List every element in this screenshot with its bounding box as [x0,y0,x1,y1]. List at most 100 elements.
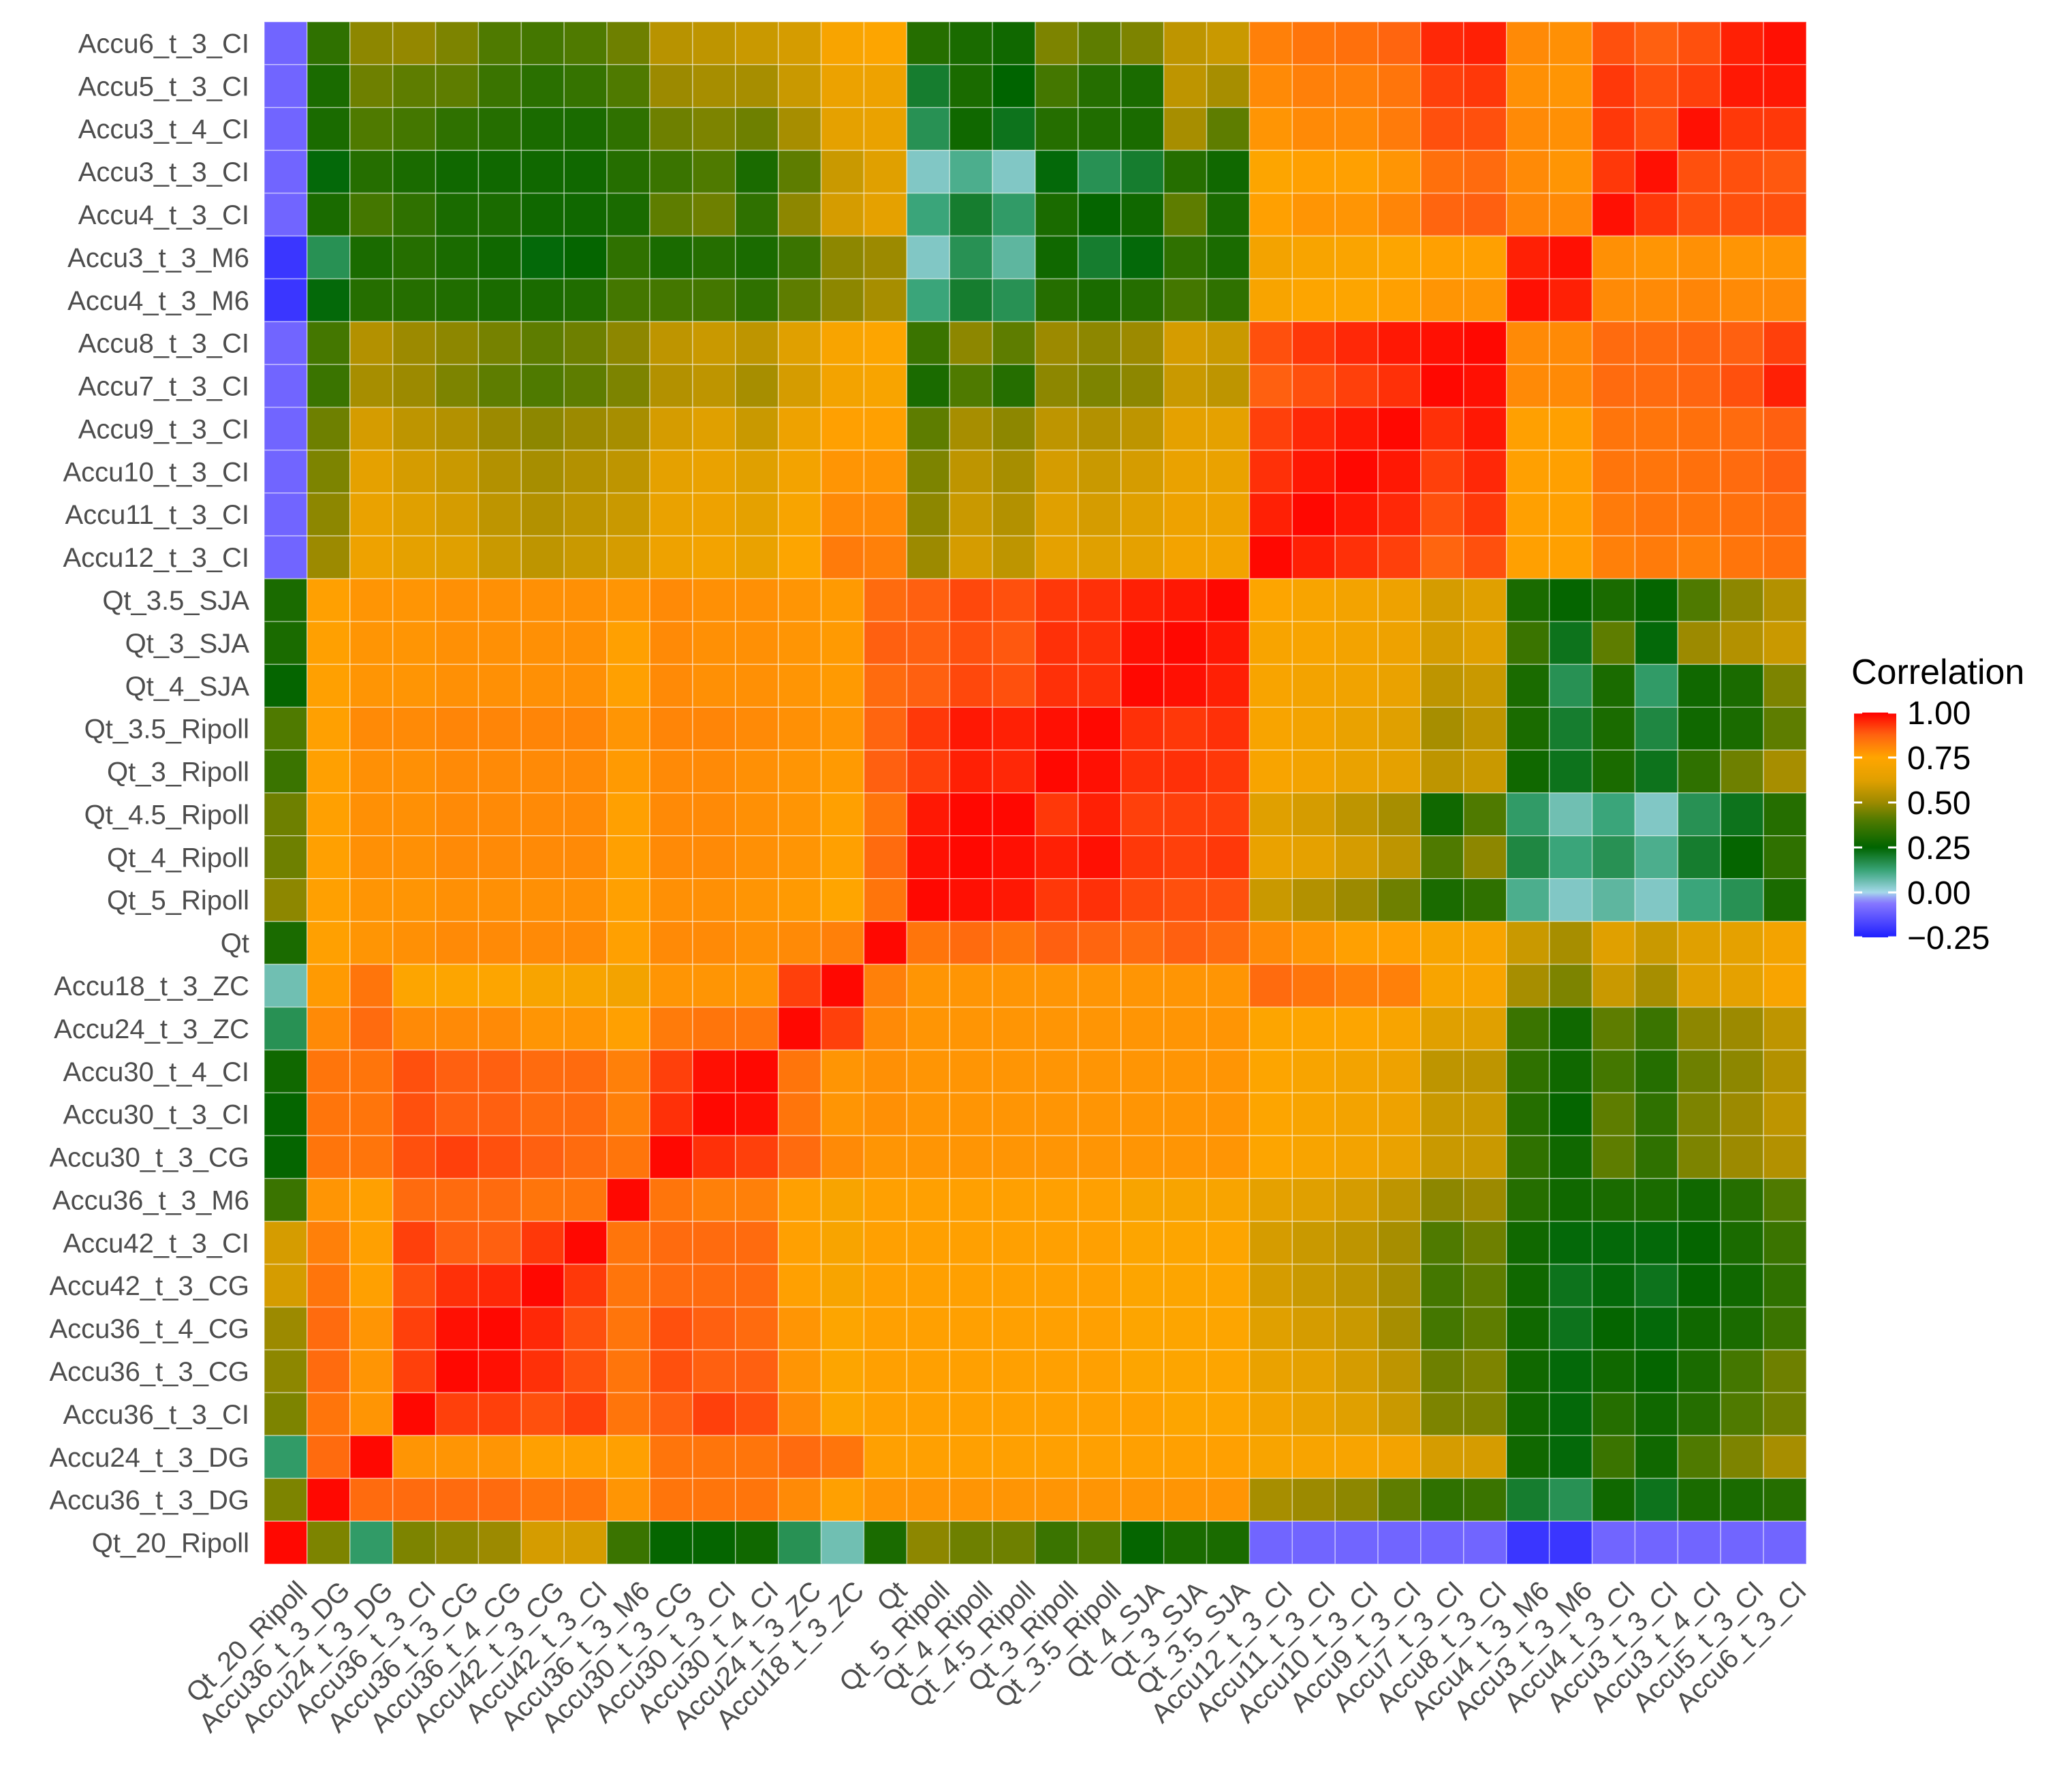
y-tick-label: Accu36_t_4_CG [49,1314,249,1344]
heatmap-cell [1763,407,1807,451]
heatmap-cell [264,621,308,666]
y-axis-tick-labels: Accu6_t_3_CI Accu5_t_3_CI Accu3_t_4_CI Accu… [49,29,249,1558]
heatmap-cell [1720,278,1764,322]
heatmap-cell [820,1049,865,1093]
heatmap-cell [1720,192,1764,237]
heatmap-cell [1463,1006,1507,1051]
heatmap-cell [520,493,565,537]
heatmap-cell [1035,493,1079,537]
heatmap-cell [1377,278,1422,322]
heatmap-cell [777,749,822,794]
heatmap-cell [606,493,650,537]
heatmap-cell [735,792,779,837]
heatmap-cell [949,578,993,623]
heatmap-cell [1677,1006,1721,1051]
heatmap-cell [1548,1092,1593,1136]
heatmap-cell [477,1221,522,1265]
heatmap-cell [349,192,394,237]
heatmap-cell [1548,1478,1593,1522]
heatmap-cell [1548,878,1593,922]
heatmap-cell [1463,407,1507,451]
heatmap-cell [777,107,822,151]
heatmap-cell [1120,1520,1165,1565]
heatmap-cell [1548,192,1593,237]
heatmap-cell [906,578,950,623]
heatmap-cell [1677,1135,1721,1179]
y-tick-label: Accu36_t_3_M6 [52,1185,249,1215]
heatmap-cell [1334,1006,1379,1051]
heatmap-cell [1206,1221,1251,1265]
heatmap-cell [435,1478,480,1522]
heatmap-cell [1506,1178,1550,1222]
heatmap-cell [563,149,608,194]
heatmap-cell [307,535,351,580]
y-tick-label: Accu36_t_3_DG [49,1486,249,1516]
heatmap-cell [692,235,736,280]
heatmap-cell [1677,963,1721,1008]
heatmap-cell [906,1178,950,1222]
heatmap-cell [1763,706,1807,751]
heatmap-cell [1591,1478,1636,1522]
heatmap-cell [1377,792,1422,837]
heatmap-cell [349,1221,394,1265]
heatmap-cell [1249,1306,1293,1351]
heatmap-cell [1249,64,1293,108]
heatmap-cell [1249,1349,1293,1394]
heatmap-cell [906,1478,950,1522]
heatmap-cell [563,1006,608,1051]
heatmap-cell [906,1264,950,1308]
heatmap-cell [307,920,351,965]
heatmap-cell [1120,1306,1165,1351]
heatmap-cell [1463,1435,1507,1479]
heatmap-cell [606,192,650,237]
heatmap-cell [435,621,480,666]
heatmap-cell [349,64,394,108]
y-tick-label: Accu4_t_3_CI [78,200,249,230]
heatmap-cell [863,1349,908,1394]
heatmap-cell [392,21,437,65]
legend-tick-label: 0.00 [1907,875,1971,911]
heatmap-cell [264,1221,308,1265]
heatmap-cell [349,1392,394,1437]
heatmap-cell [1334,664,1379,708]
heatmap-cell [264,192,308,237]
heatmap-cell [1334,493,1379,537]
heatmap-cell [1634,21,1679,65]
heatmap-cell [777,878,822,922]
heatmap-cell [649,64,693,108]
heatmap-cell [777,963,822,1008]
heatmap-cell [1634,963,1679,1008]
heatmap-cell [477,706,522,751]
heatmap-cell [1163,1478,1208,1522]
heatmap-cell [392,364,437,408]
heatmap-cell [992,64,1036,108]
heatmap-cell [1548,1049,1593,1093]
heatmap-cell [1334,706,1379,751]
heatmap-cell [1463,749,1507,794]
heatmap-cell [1548,578,1593,623]
heatmap-cell [1420,493,1464,537]
heatmap-cell [735,1221,779,1265]
heatmap-cell [1591,64,1636,108]
heatmap-cell [1463,278,1507,322]
heatmap-cell [1634,535,1679,580]
heatmap-cell [1078,1221,1122,1265]
heatmap-cell [1035,535,1079,580]
heatmap-cell [1677,149,1721,194]
heatmap-cell [1206,749,1251,794]
heatmap-cell [606,64,650,108]
heatmap-cell [1634,749,1679,794]
heatmap-cell [863,1178,908,1222]
heatmap-cell [1291,920,1336,965]
heatmap-cell [1291,1178,1336,1222]
heatmap-cell [1163,450,1208,494]
heatmap-cell [1763,493,1807,537]
heatmap-cell [349,749,394,794]
heatmap-cell [264,1135,308,1179]
heatmap-cell [1420,1049,1464,1093]
heatmap-cell [1677,749,1721,794]
heatmap-cell [1720,1306,1764,1351]
heatmap-cell [520,235,565,280]
heatmap-cell [307,450,351,494]
